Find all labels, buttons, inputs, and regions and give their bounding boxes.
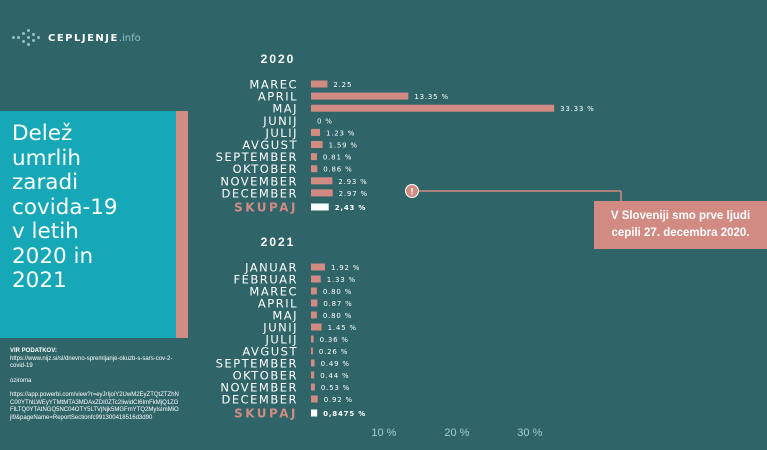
bar-2021-oktober — [311, 371, 315, 379]
value-label: 0.87 % — [323, 300, 352, 308]
category-label: JANUAR — [244, 261, 298, 275]
total-value-label: 2,43 % — [335, 204, 367, 212]
total-bar-2021 — [311, 409, 318, 417]
total-value-label: 0,8475 % — [323, 410, 366, 418]
value-label: 1.45 % — [328, 324, 357, 332]
page-title: Delež umrlih zaradi covida-19 v letih 20… — [12, 121, 118, 293]
category-label: MAREC — [249, 285, 298, 299]
axis-tick-label: 10 % — [371, 427, 396, 439]
brand-suffix: .info — [118, 32, 141, 44]
bar-2020-marec — [311, 80, 328, 88]
axis-tick-label: 20 % — [444, 427, 469, 439]
bar-2021-junij — [311, 323, 322, 331]
value-label: 0.86 % — [323, 166, 352, 174]
bar-2021-december — [311, 395, 318, 403]
bar-2021-november — [311, 383, 315, 391]
value-label: 0.49 % — [321, 360, 350, 368]
alert-icon-mark: ! — [411, 187, 414, 197]
bar-2020-oktober — [311, 165, 318, 173]
value-label: 13.35 % — [414, 93, 449, 101]
bar-2020-avgust — [311, 141, 323, 148]
category-label: DECEMBER — [222, 186, 299, 200]
value-label: 2.93 % — [338, 178, 367, 186]
value-label: 0.36 % — [320, 336, 349, 344]
brand-name: CEPLJENJE.info — [48, 32, 141, 44]
value-label: 2.97 % — [339, 190, 368, 198]
bar-2021-maj — [311, 311, 317, 319]
category-label: JUNIJ — [262, 321, 298, 335]
bar-2021-avgust — [311, 347, 313, 355]
category-label: SEPTEMBER — [216, 150, 298, 164]
value-label: 1.59 % — [329, 142, 358, 150]
value-label: 1.23 % — [326, 129, 355, 137]
value-label: 2.25 — [333, 81, 352, 89]
value-label: 1.92 % — [331, 264, 360, 272]
category-label: APRIL — [258, 297, 298, 311]
alert-icon — [405, 184, 419, 198]
bar-2021-januar — [311, 263, 326, 271]
syringe-dots-icon — [12, 29, 42, 47]
category-label: JUNIJ — [262, 114, 298, 128]
value-label: 0 % — [317, 117, 333, 125]
value-label: 0.80 % — [323, 288, 352, 296]
data-sources: VIR PODATKOV: https://www.nijz.si/sl/dne… — [10, 348, 180, 422]
value-label: 0.26 % — [319, 348, 348, 356]
category-label: DECEMBER — [222, 393, 299, 407]
category-label: MAREC — [249, 78, 298, 92]
value-label: 0.92 % — [324, 396, 353, 404]
bar-2021-april — [311, 299, 318, 307]
category-label: NOVEMBER — [220, 381, 298, 395]
bar-2020-julij — [311, 128, 320, 136]
category-label: MAJ — [272, 102, 298, 116]
bar-2020-april — [311, 92, 409, 100]
sources-heading: VIR PODATKOV: — [10, 348, 57, 354]
bar-2020-september — [311, 153, 317, 161]
category-label: MAJ — [272, 309, 298, 323]
category-label: SEPTEMBER — [216, 357, 298, 371]
category-label: JULIJ — [265, 126, 299, 140]
total-bar-2020 — [311, 203, 329, 211]
category-label: JULIJ — [265, 333, 299, 347]
category-label: APRIL — [258, 90, 298, 104]
value-label: 1.33 % — [327, 276, 356, 284]
bar-2021-februar — [311, 275, 321, 283]
total-label: SKUPAJ — [234, 201, 298, 215]
category-label: AVGUST — [242, 345, 298, 359]
source-link-nijz[interactable]: https://www.nijz.si/sl/dnevno-spremljanj… — [10, 355, 173, 370]
category-label: OKTOBER — [233, 369, 298, 383]
bar-2021-julij — [311, 335, 314, 343]
total-label: SKUPAJ — [234, 407, 298, 421]
bar-2021-marec — [311, 287, 317, 295]
title-panel — [0, 111, 176, 338]
value-label: 0.80 % — [323, 312, 352, 320]
value-label: 0.44 % — [320, 372, 349, 380]
category-label: OKTOBER — [233, 162, 298, 176]
category-label: AVGUST — [242, 138, 298, 152]
value-label: 0.53 % — [321, 384, 350, 392]
category-label: FEBRUAR — [233, 273, 298, 287]
sources-or: oziroma — [10, 377, 32, 384]
source-link-powerbi[interactable]: https://app.powerbi.com/view?r=eyJrIjoiY… — [10, 392, 179, 421]
title-accent-strip — [176, 111, 188, 338]
logo[interactable]: CEPLJENJE.info — [12, 29, 141, 47]
panel-title-2020: 2020 — [261, 52, 296, 66]
bar-2020-december — [311, 189, 333, 197]
value-label: 0.81 % — [323, 154, 352, 162]
annotation-box: V Sloveniji smo prve ljudi cepili 27. de… — [594, 201, 767, 249]
bar-2020-november — [311, 177, 333, 185]
category-label: NOVEMBER — [220, 174, 298, 188]
bar-2021-september — [311, 359, 315, 367]
value-label: 33.33 % — [560, 105, 595, 113]
axis-tick-label: 30 % — [517, 427, 542, 439]
bar-2020-maj — [311, 104, 555, 112]
panel-title-2021: 2021 — [261, 235, 296, 249]
